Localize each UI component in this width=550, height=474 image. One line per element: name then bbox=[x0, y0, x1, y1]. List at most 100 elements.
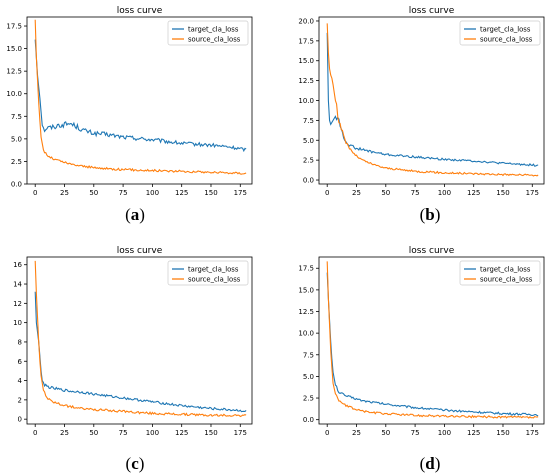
y-tick-label: 15.0 bbox=[6, 45, 22, 53]
y-tick-label: 20.0 bbox=[298, 17, 314, 25]
x-tick-label: 75 bbox=[411, 429, 420, 437]
y-tick-label: 14 bbox=[13, 281, 22, 289]
x-tick-label: 25 bbox=[60, 429, 69, 437]
panel-label: a bbox=[131, 205, 140, 224]
series-line-target_cla_loss bbox=[326, 272, 539, 417]
chart-panel-a: loss curve 0 25 50 75 100 125 150 175 0.0 2.5 5.0 7.… bbox=[6, 6, 253, 224]
y-tick-label: 4 bbox=[18, 377, 23, 385]
x-tick-label: 0 bbox=[325, 189, 329, 197]
y-tick-label: 7.5 bbox=[303, 351, 314, 359]
y-tick-label: 8 bbox=[18, 338, 22, 346]
x-tick-label: 150 bbox=[496, 429, 509, 437]
x-tick-label: 175 bbox=[234, 429, 247, 437]
y-tick-label: 2 bbox=[18, 396, 22, 404]
legend-label: source_cla_loss bbox=[480, 276, 533, 284]
x-tick-label: 125 bbox=[175, 189, 188, 197]
legend-box bbox=[167, 20, 249, 46]
chart-title: loss curve bbox=[409, 6, 455, 16]
panel-caption: (b) bbox=[420, 205, 441, 224]
x-tick-label: 125 bbox=[467, 429, 480, 437]
x-tick-label: 175 bbox=[234, 189, 247, 197]
legend-label: source_cla_loss bbox=[188, 36, 241, 44]
y-tick-label: 5.0 bbox=[303, 373, 314, 381]
panel-caption: (d) bbox=[420, 454, 441, 473]
x-tick-label: 125 bbox=[467, 189, 480, 197]
x-tick-label: 75 bbox=[119, 189, 128, 197]
legend-label: source_cla_loss bbox=[480, 36, 533, 44]
legend-label: target_cla_loss bbox=[480, 26, 531, 34]
x-tick-label: 25 bbox=[352, 189, 361, 197]
y-tick-label: 0.0 bbox=[303, 416, 314, 424]
x-tick-label: 150 bbox=[496, 189, 509, 197]
x-tick-label: 150 bbox=[204, 189, 217, 197]
x-tick-label: 125 bbox=[175, 429, 188, 437]
panel-label: c bbox=[131, 454, 139, 473]
chart-panel-d: loss curve 0 25 50 75 100 125 150 175 0.0 2.5 5.0 7.… bbox=[298, 246, 545, 473]
y-tick-label: 10 bbox=[13, 319, 22, 327]
y-tick-label: 2.5 bbox=[303, 395, 314, 403]
chart-title: loss curve bbox=[117, 246, 163, 256]
x-tick-label: 50 bbox=[89, 189, 98, 197]
series-line-source_cla_loss bbox=[326, 23, 539, 177]
legend-label: source_cla_loss bbox=[188, 276, 241, 284]
x-tick-label: 50 bbox=[381, 429, 390, 437]
legend-box bbox=[459, 20, 541, 46]
panel-caption: (a) bbox=[125, 205, 145, 224]
y-tick-label: 2.5 bbox=[11, 158, 22, 166]
plot-frame bbox=[26, 256, 253, 425]
x-tick-label: 0 bbox=[33, 429, 37, 437]
chart-title: loss curve bbox=[409, 246, 455, 256]
y-tick-label: 12 bbox=[13, 300, 22, 308]
series-line-target_cla_loss bbox=[326, 32, 539, 167]
series-line-source_cla_loss bbox=[326, 261, 539, 419]
legend-label: target_cla_loss bbox=[188, 26, 239, 34]
y-tick-label: 7.5 bbox=[11, 113, 22, 121]
chart-title: loss curve bbox=[117, 6, 163, 16]
series-line-target_cla_loss bbox=[34, 291, 247, 413]
series-line-source_cla_loss bbox=[34, 260, 247, 418]
legend-box bbox=[459, 260, 541, 286]
legend-label: target_cla_loss bbox=[188, 266, 239, 274]
x-tick-label: 25 bbox=[60, 189, 69, 197]
x-tick-label: 100 bbox=[438, 189, 451, 197]
legend-label: target_cla_loss bbox=[480, 266, 531, 274]
y-tick-label: 17.5 bbox=[298, 37, 314, 45]
chart-panel-c: loss curve 0 25 50 75 100 125 150 175 0 2 4 6 8 10 12 14… bbox=[13, 246, 253, 473]
legend-box bbox=[167, 260, 249, 286]
y-tick-label: 5.0 bbox=[303, 137, 314, 145]
y-tick-label: 12.5 bbox=[6, 68, 22, 76]
y-tick-label: 0.0 bbox=[11, 181, 22, 189]
y-tick-label: 10.0 bbox=[298, 97, 314, 105]
x-tick-label: 50 bbox=[89, 429, 98, 437]
series-line-source_cla_loss bbox=[34, 19, 247, 175]
x-tick-label: 25 bbox=[352, 429, 361, 437]
y-tick-label: 12.5 bbox=[298, 77, 314, 85]
plot-frame bbox=[26, 16, 253, 185]
x-tick-label: 150 bbox=[204, 429, 217, 437]
y-tick-label: 0 bbox=[18, 416, 22, 424]
x-tick-label: 100 bbox=[146, 429, 159, 437]
y-tick-label: 16 bbox=[13, 261, 22, 269]
y-tick-label: 15.0 bbox=[298, 286, 314, 294]
x-tick-label: 0 bbox=[325, 429, 329, 437]
panel-label: d bbox=[425, 454, 435, 473]
y-tick-label: 10.0 bbox=[6, 90, 22, 98]
y-tick-label: 12.5 bbox=[298, 308, 314, 316]
panel-label: b bbox=[425, 205, 434, 224]
x-tick-label: 175 bbox=[526, 429, 539, 437]
plot-frame bbox=[318, 256, 545, 425]
x-tick-label: 100 bbox=[438, 429, 451, 437]
panel-caption: (c) bbox=[126, 454, 145, 473]
y-tick-label: 10.0 bbox=[298, 330, 314, 338]
y-tick-label: 2.5 bbox=[303, 157, 314, 165]
x-tick-label: 75 bbox=[411, 189, 420, 197]
y-tick-label: 5.0 bbox=[11, 135, 22, 143]
x-tick-label: 50 bbox=[381, 189, 390, 197]
x-tick-label: 75 bbox=[119, 429, 128, 437]
x-tick-label: 0 bbox=[33, 189, 37, 197]
chart-panel-b: loss curve 0 25 50 75 100 125 150 175 0.0 2.5 5.0 7.… bbox=[298, 6, 545, 224]
y-tick-label: 0.0 bbox=[303, 177, 314, 185]
x-tick-label: 100 bbox=[146, 189, 159, 197]
x-tick-label: 175 bbox=[526, 189, 539, 197]
